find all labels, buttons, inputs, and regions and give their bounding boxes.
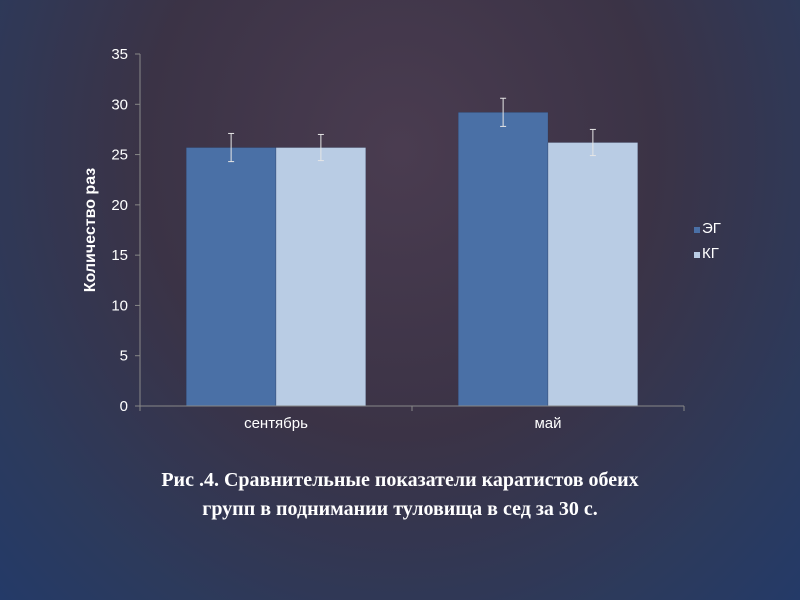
y-axis-title: Количество раз (82, 168, 99, 293)
legend: ЭГ КГ (694, 220, 721, 262)
bar-2-2 (547, 142, 639, 407)
legend-swatch (694, 252, 700, 258)
error-bars (228, 97, 596, 163)
y-tick-label: 20 (111, 197, 128, 214)
legend-label: ЭГ (702, 220, 721, 237)
caption-line-1: Рис .4. Сравнительные показатели каратис… (161, 469, 639, 491)
bar-1-1 (185, 147, 277, 407)
category-label: сентябрь (244, 415, 308, 432)
bar-chart: 0 5 10 15 20 25 30 35 сентябрь май Количество ра… (82, 46, 721, 432)
y-axis-ticks: 0 5 10 15 20 25 30 35 (111, 46, 140, 415)
y-tick-label: 10 (111, 297, 128, 314)
bar-1-2 (457, 112, 549, 407)
caption-line-2: групп в поднимании туловища в сед за 30 … (202, 498, 598, 520)
y-tick-label: 15 (111, 247, 128, 264)
category-label: май (534, 415, 561, 432)
error-bar (228, 132, 235, 163)
y-tick-label: 5 (120, 348, 128, 365)
bars (185, 112, 639, 407)
category-labels: сентябрь май (244, 415, 561, 432)
bar-2-1 (275, 147, 367, 407)
error-bar (500, 97, 507, 127)
x-axis-ticks (139, 406, 685, 411)
legend-label: КГ (702, 245, 719, 262)
figure-caption: Рис .4. Сравнительные показатели каратис… (40, 466, 760, 524)
legend-swatch (694, 227, 700, 233)
y-tick-label: 0 (120, 398, 128, 415)
y-tick-label: 30 (111, 96, 128, 113)
error-bar (317, 133, 324, 162)
y-tick-label: 25 (111, 147, 128, 164)
error-bar (589, 128, 596, 157)
y-tick-label: 35 (111, 46, 128, 63)
